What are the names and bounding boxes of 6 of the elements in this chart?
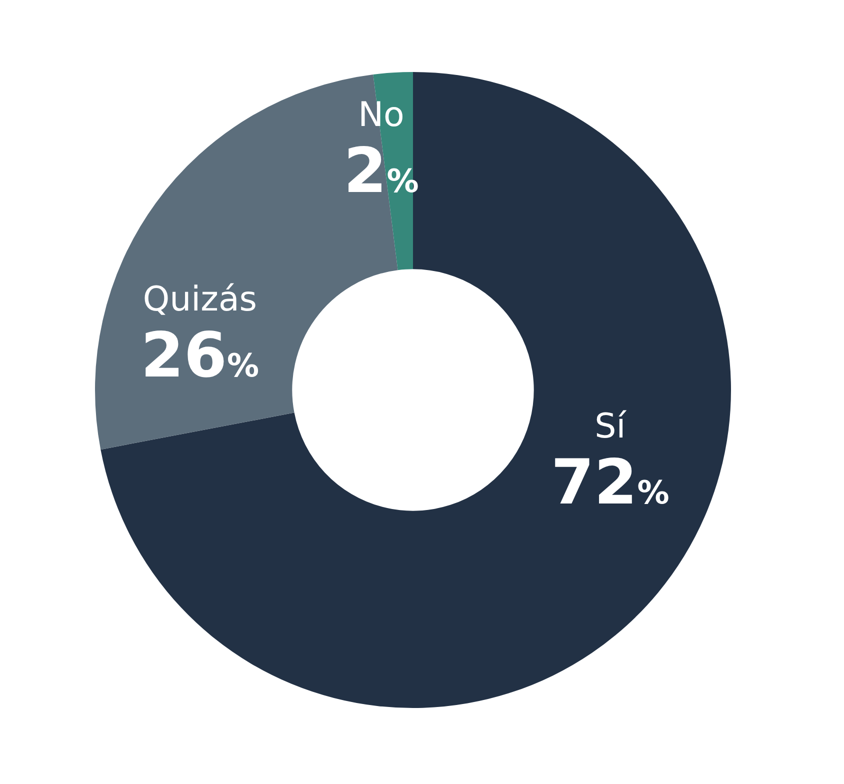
data-label: 26% xyxy=(140,318,260,392)
data-label: 2% xyxy=(344,134,419,207)
slice-label: No xyxy=(358,94,404,135)
data-label: 72% xyxy=(550,446,670,519)
slice-label: Sí xyxy=(594,406,628,447)
slice-label: Quizás xyxy=(142,279,258,320)
